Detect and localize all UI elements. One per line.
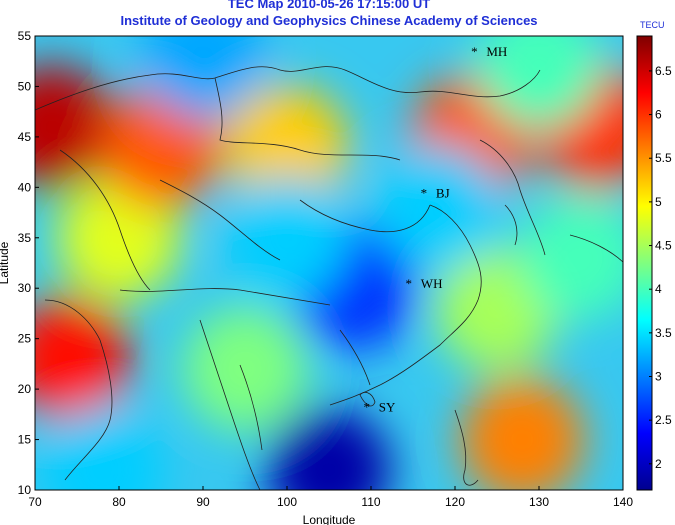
- y-tick-label: 35: [18, 231, 32, 245]
- x-tick-label: 130: [529, 495, 549, 509]
- colorbar-tick-label: 6: [655, 108, 662, 122]
- colorbar-tick-label: 2: [655, 457, 662, 471]
- tec-cell-14: [183, 306, 307, 431]
- station-marker-mh: *: [471, 44, 478, 59]
- y-tick-label: 45: [18, 130, 32, 144]
- station-label-wh: WH: [421, 276, 443, 291]
- y-axis-label: Latitude: [0, 241, 11, 284]
- chart-title: TEC Map 2010-05-26 17:15:00 UT: [227, 0, 431, 11]
- colorbar-tick-label: 5: [655, 195, 662, 209]
- colorbar-tick-label: 4.5: [655, 239, 672, 253]
- colorbar-ticks: 2 2.5 3 3.5 4 4.5 5 5.5 6 6.5: [649, 64, 672, 471]
- tec-cell-7: [460, 377, 585, 490]
- station-marker-wh: *: [406, 276, 413, 291]
- colorbar-tick-label: 2.5: [655, 413, 672, 427]
- colorbar-tick-label: 3: [655, 370, 662, 384]
- x-tick-label: 90: [196, 495, 210, 509]
- y-tick-label: 50: [18, 79, 32, 93]
- station-label-mh: MH: [486, 44, 507, 59]
- x-tick-label: 110: [361, 495, 380, 509]
- colorbar-tick-label: 6.5: [655, 64, 672, 78]
- y-tick-label: 15: [18, 433, 32, 447]
- y-tick-label: 55: [18, 29, 32, 43]
- station-marker-bj: *: [421, 185, 428, 200]
- station-markers: * MH * BJ * WH * SY: [364, 44, 508, 414]
- tec-cell-0: [35, 64, 114, 189]
- chart-subtitle: Institute of Geology and Geophysics Chin…: [120, 13, 538, 28]
- station-label-bj: BJ: [436, 185, 450, 200]
- colorbar-title: TECU: [640, 20, 665, 30]
- x-tick-label: 80: [112, 495, 126, 509]
- tec-cell-12: [141, 36, 265, 119]
- y-tick-label: 40: [18, 180, 32, 194]
- tec-cell-15: [40, 407, 165, 490]
- y-tick-label: 30: [18, 281, 32, 295]
- tec-cell-1: [35, 296, 131, 421]
- station-label-sy: SY: [379, 399, 396, 414]
- tec-cell-17: [519, 195, 623, 320]
- plot-frame: [34, 35, 624, 491]
- colorbar-tick-label: 3.5: [655, 326, 672, 340]
- colorbar-tick-label: 4: [655, 282, 662, 296]
- x-tick-label: 100: [277, 495, 297, 509]
- tec-cell-16: [376, 145, 501, 270]
- x-tick-label: 70: [28, 495, 42, 509]
- y-tick-label: 25: [18, 332, 32, 346]
- y-tick-label: 10: [18, 483, 32, 497]
- tec-cell-11: [267, 407, 391, 490]
- colorbar-tick-label: 5.5: [655, 151, 672, 165]
- y-tick-label: 20: [18, 382, 32, 396]
- station-marker-sy: *: [364, 399, 371, 414]
- tec-cell-10: [225, 175, 349, 300]
- tec-field: [35, 36, 623, 490]
- tec-cell-13: [477, 36, 601, 129]
- colorbar: 2 2.5 3 3.5 4 4.5 5 5.5 6 6.5: [636, 35, 672, 491]
- coastline-overlay: [35, 66, 623, 490]
- x-tick-label: 140: [613, 495, 633, 509]
- plot-area: * MH * BJ * WH * SY: [34, 35, 624, 491]
- x-axis: 70 80 90 100 110 120 130 140: [28, 486, 633, 509]
- y-axis: 10 15 20 25 30 35 40 45 50 55: [18, 29, 39, 497]
- x-tick-label: 120: [445, 495, 465, 509]
- x-axis-label: Longitude: [303, 513, 356, 525]
- colorbar-gradient: [636, 35, 653, 491]
